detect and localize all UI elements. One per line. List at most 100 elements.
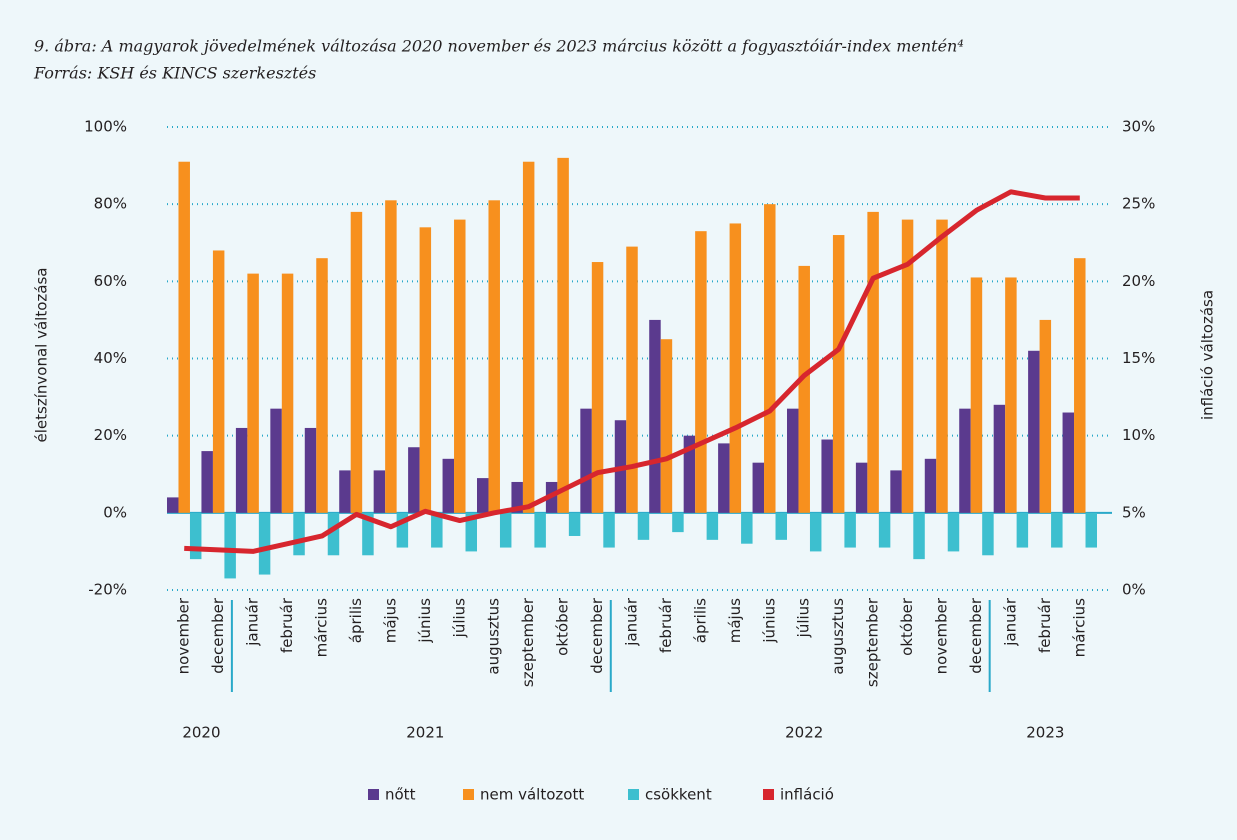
y-tick-label: 0% (103, 503, 127, 521)
y2-axis-label: infláció változása (1199, 290, 1217, 420)
bar (431, 512, 443, 548)
x-tick-label: május (726, 598, 744, 643)
x-tick-label: július (795, 598, 813, 639)
bar (637, 512, 650, 540)
legend-swatch (763, 789, 774, 800)
x-tick-label: július (450, 598, 468, 639)
bar (649, 319, 661, 513)
bar (798, 265, 810, 513)
bar (970, 277, 983, 513)
bar (729, 223, 742, 513)
x-tick-label: október (554, 597, 572, 656)
bar (499, 512, 512, 548)
x-tick-label: december (967, 597, 985, 674)
bar (1085, 512, 1097, 548)
bar (982, 512, 994, 556)
bar (913, 512, 925, 560)
line (184, 189, 1080, 554)
y2-tick-label: 15% (1122, 349, 1155, 367)
bar (752, 462, 765, 513)
bar (821, 439, 833, 513)
year-label: 2022 (785, 724, 823, 742)
bar (901, 219, 914, 513)
bar (832, 235, 845, 513)
bar (936, 219, 948, 513)
bar (867, 211, 879, 513)
legend-swatch (368, 789, 379, 800)
bar (1039, 319, 1052, 513)
legend-swatch (463, 789, 474, 800)
y-tick-label: 40% (94, 349, 127, 367)
x-tick-label: január (244, 597, 262, 647)
bar (591, 262, 604, 513)
y-tick-label: 100% (84, 118, 127, 136)
legend-swatch (628, 789, 639, 800)
bar (1051, 512, 1063, 548)
x-tick-label: január (1001, 597, 1019, 647)
bar (775, 512, 787, 540)
x-tick-label: november (933, 597, 951, 674)
legend-label: nem változott (480, 786, 584, 804)
bar (189, 512, 202, 560)
year-label: 2023 (1026, 724, 1064, 742)
x-tick-label: április (691, 598, 709, 643)
bar (1016, 512, 1029, 548)
bar (1074, 258, 1086, 513)
bar (362, 512, 374, 556)
bar (167, 497, 179, 513)
bar (672, 512, 684, 533)
bar (327, 512, 340, 556)
bar (764, 204, 776, 513)
bar (258, 512, 271, 575)
legend-label: csökkent (645, 786, 712, 804)
bar (844, 512, 856, 548)
y-axis-label: életszínvonal változása (33, 268, 51, 443)
bar (270, 408, 282, 513)
bar (959, 408, 971, 513)
x-tick-label: június (760, 598, 778, 644)
y2-tick-label: 25% (1122, 195, 1155, 213)
y2-tick-label: 0% (1122, 581, 1146, 599)
bar (511, 481, 523, 513)
x-tick-label: június (416, 598, 434, 644)
bar (522, 161, 535, 513)
x-tick-label: február (278, 597, 296, 653)
x-tick-label: augusztus (829, 598, 847, 675)
bar (201, 451, 213, 513)
x-tick-label: március (1070, 598, 1088, 658)
bar (293, 512, 305, 556)
bar (339, 470, 351, 513)
bar (924, 458, 937, 513)
bar (855, 462, 868, 513)
x-tick-label: december (588, 597, 606, 674)
legend-label: infláció (780, 786, 834, 804)
y2-tick-label: 20% (1122, 272, 1155, 290)
x-tick-label: december (209, 597, 227, 674)
bar (741, 512, 753, 544)
bar (878, 512, 891, 548)
bar (809, 512, 822, 552)
bar (890, 470, 902, 513)
bar (235, 427, 248, 513)
bar (557, 157, 569, 513)
bar (281, 273, 294, 513)
x-tick-label: április (347, 598, 365, 643)
bar (316, 258, 328, 513)
x-tick-label: szeptember (864, 597, 882, 687)
bar (442, 458, 455, 513)
x-tick-label: május (381, 598, 399, 643)
chart-subtitle: Forrás: KSH és KINCS szerkesztés (33, 64, 316, 83)
chart-title: 9. ábra: A magyarok jövedelmének változá… (34, 37, 964, 56)
bar (660, 339, 673, 513)
bar (580, 408, 592, 513)
x-tick-label: szeptember (519, 597, 537, 687)
bar (247, 273, 259, 513)
bar (718, 443, 730, 513)
bar (396, 512, 409, 548)
bar (419, 227, 432, 513)
x-tick-label: január (623, 597, 641, 647)
bar (350, 211, 363, 513)
x-tick-label: november (175, 597, 193, 674)
bar (304, 427, 317, 513)
